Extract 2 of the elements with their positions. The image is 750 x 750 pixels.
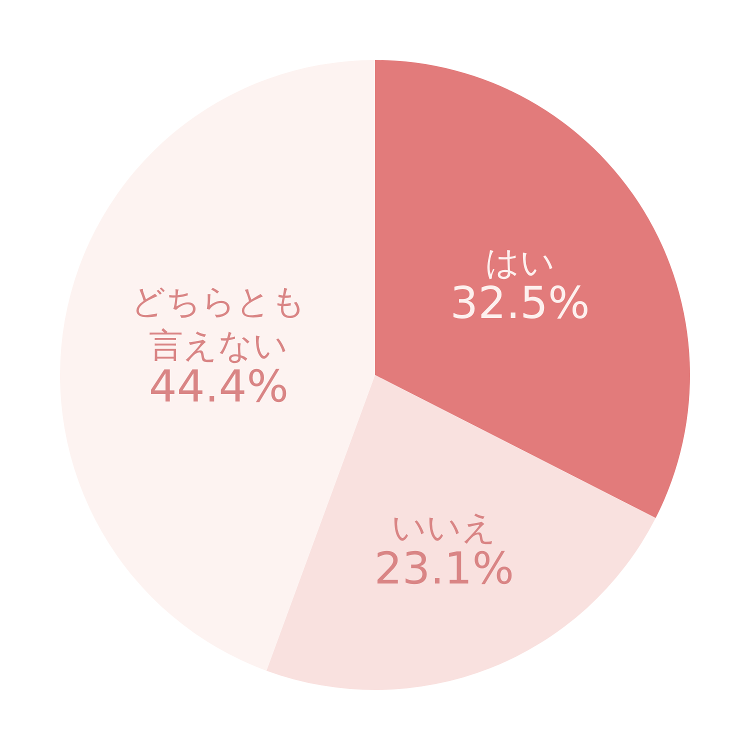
slice-label: どちらとも言えない: [131, 282, 306, 366]
pie-slice: [60, 60, 375, 671]
